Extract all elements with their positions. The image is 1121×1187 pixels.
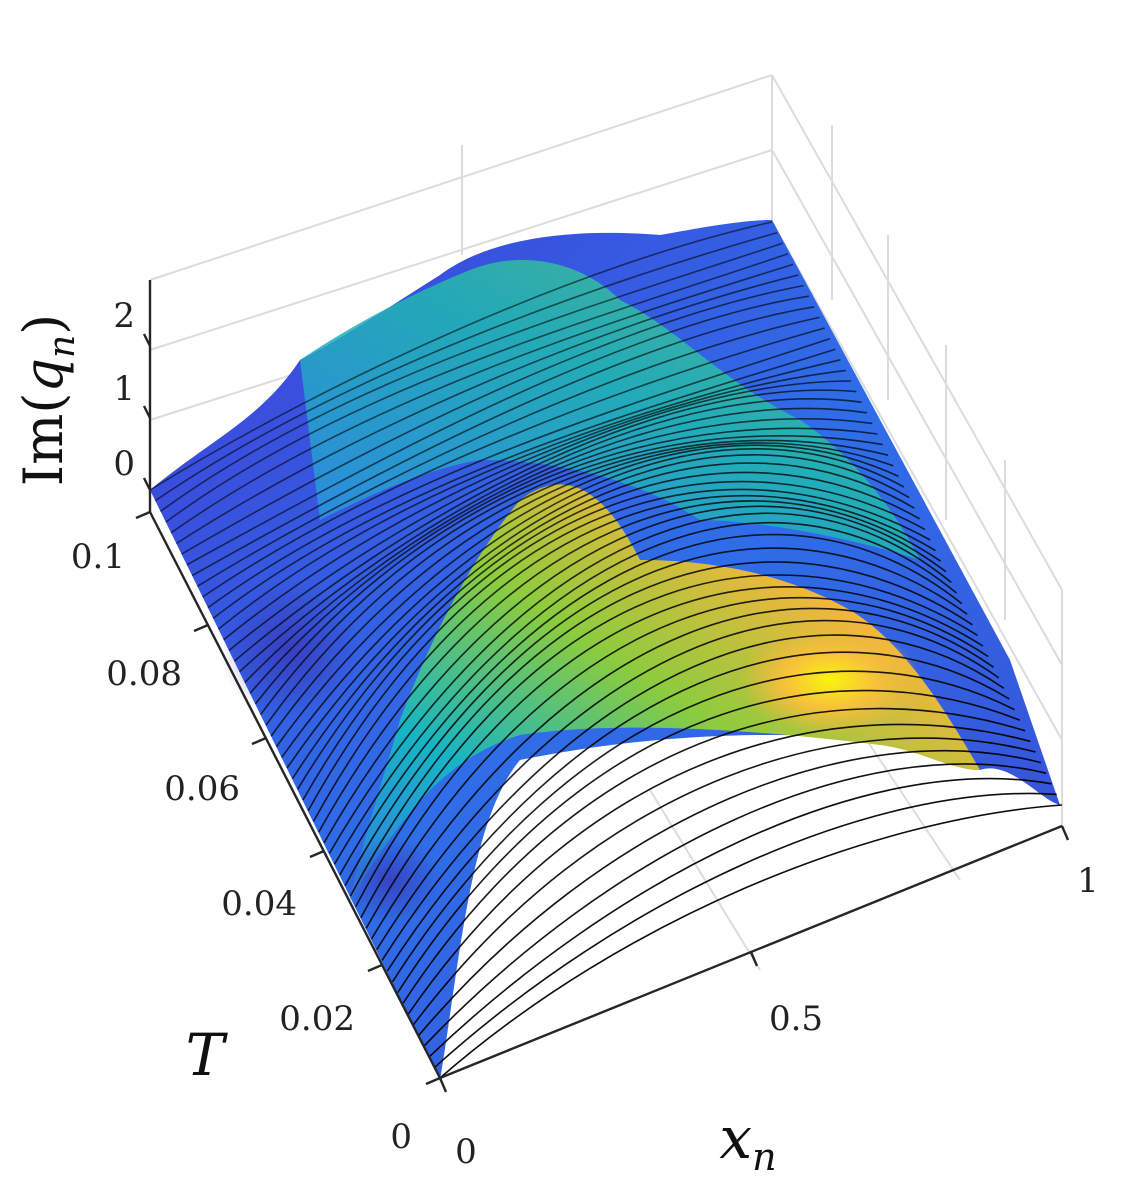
grid-line	[771, 221, 1063, 741]
mesh-line	[270, 442, 894, 737]
surface-trough	[340, 835, 440, 925]
mesh-line	[207, 337, 831, 609]
mesh-line	[175, 274, 799, 545]
mesh-line	[170, 263, 794, 534]
mesh-line	[291, 462, 915, 780]
mesh-line	[181, 284, 804, 555]
mesh-line	[223, 369, 846, 641]
x-tick-label: 0	[455, 1132, 477, 1172]
x-tick-mark	[1060, 825, 1070, 841]
mesh-line	[186, 295, 810, 566]
mesh-line	[154, 231, 778, 502]
x-tick-mark	[749, 951, 759, 967]
z-tick-label: 2	[113, 296, 135, 336]
tick-marks	[135, 333, 1070, 1093]
mesh-line	[160, 242, 783, 513]
mesh-line	[391, 670, 1015, 983]
mesh-line	[197, 316, 820, 587]
grid-line	[649, 789, 761, 971]
t-tick-label: 0	[390, 1117, 412, 1157]
x-axis-label: xn	[719, 1104, 776, 1179]
mesh-line	[302, 480, 926, 801]
mesh-line	[328, 512, 952, 854]
mesh-line	[312, 495, 936, 822]
mesh-line	[428, 777, 1052, 1058]
t-tick-label: 0.02	[279, 999, 355, 1039]
t-axis-line	[148, 511, 442, 1079]
mesh-line	[265, 439, 889, 726]
mesh-line	[286, 454, 910, 769]
mesh-line	[244, 407, 868, 683]
x-tick-mark	[438, 1077, 448, 1093]
x-tick-label: 1	[1077, 861, 1099, 901]
mesh-line	[281, 448, 905, 758]
grid-line	[771, 149, 1063, 666]
mesh-line	[339, 533, 963, 876]
t-tick-label: 0.04	[221, 884, 297, 924]
surface-mesh-lines	[149, 221, 1063, 1079]
mesh-line	[354, 574, 979, 908]
t-tick-label: 0.06	[164, 769, 240, 809]
mesh-line	[370, 607, 994, 940]
mesh-line	[402, 707, 1026, 1004]
mesh-line	[260, 435, 883, 715]
t-tick-mark	[367, 963, 383, 973]
z-tick-label: 0	[113, 444, 135, 484]
mesh-line	[365, 596, 989, 929]
z-axis-label: Im(qn)	[12, 314, 83, 486]
mesh-line	[349, 561, 973, 897]
mesh-line	[202, 327, 825, 598]
z-tick-mark	[142, 477, 152, 491]
mesh-line	[217, 359, 841, 630]
mesh-line	[360, 586, 984, 918]
grid-line	[771, 74, 1063, 591]
surface-ridge	[300, 260, 920, 560]
t-tick-mark	[135, 510, 151, 520]
t-tick-mark	[251, 736, 267, 746]
mesh-line	[307, 488, 931, 812]
mesh-line	[333, 521, 958, 865]
mesh-line	[386, 651, 1010, 972]
mesh-line	[239, 398, 862, 673]
z-tick-label: 1	[113, 369, 135, 409]
mesh-line	[254, 427, 878, 705]
mesh-line	[318, 500, 942, 833]
t-tick-label: 0.08	[106, 654, 182, 694]
mesh-line	[381, 634, 1005, 961]
z-tick-mark	[142, 405, 152, 419]
x-tick-label: 0.5	[769, 999, 823, 1039]
grid-lines	[149, 74, 1063, 971]
mesh-line	[149, 221, 773, 491]
mesh-line	[344, 547, 968, 886]
mesh-line	[212, 348, 836, 619]
mesh-line	[191, 306, 815, 577]
t-tick-label: 0.1	[71, 537, 125, 577]
mesh-line	[165, 253, 789, 523]
mesh-line	[418, 750, 1042, 1036]
z-tick-mark	[142, 333, 152, 347]
mesh-line	[249, 418, 873, 694]
t-tick-mark	[193, 623, 209, 633]
surface-peak-highlight	[740, 625, 920, 735]
t-tick-mark	[309, 849, 325, 859]
surface-warm-region	[350, 484, 980, 900]
tick-labels: 0 1 2 0 0.02 0.04 0.06 0.08 0.1 0 0.5 1	[71, 296, 1099, 1172]
t-tick-mark	[425, 1076, 441, 1086]
mesh-line	[296, 471, 920, 790]
mesh-line	[228, 380, 852, 652]
surface	[150, 220, 1060, 1080]
t-axis-label: T	[186, 1021, 229, 1089]
mesh-line	[423, 763, 1047, 1047]
mesh-line	[407, 723, 1031, 1015]
mesh-line	[323, 505, 947, 844]
mesh-line	[397, 689, 1021, 993]
mesh-line	[439, 804, 1063, 1079]
mesh-line	[233, 389, 857, 662]
mesh-line	[275, 444, 899, 748]
mesh-line	[434, 792, 1057, 1068]
mesh-line	[376, 619, 1000, 951]
mesh-line	[412, 737, 1036, 1025]
